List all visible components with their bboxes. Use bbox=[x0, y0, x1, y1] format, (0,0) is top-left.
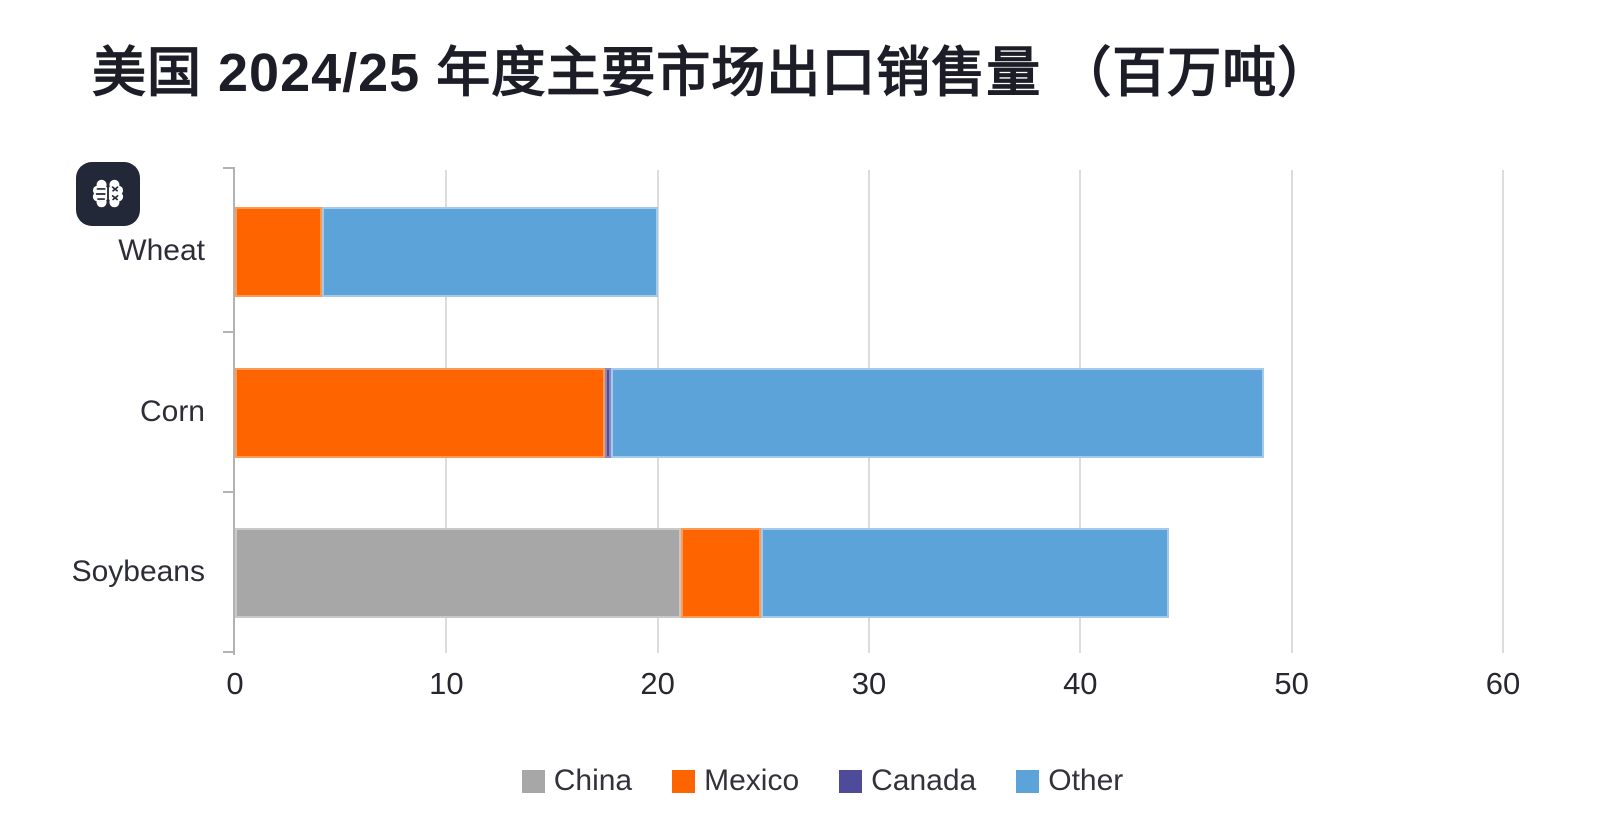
axis-tick bbox=[223, 167, 234, 169]
legend-swatch bbox=[839, 769, 863, 793]
bar-segment-mexico bbox=[680, 528, 762, 618]
bar-segment-other bbox=[321, 207, 658, 297]
gridline bbox=[1501, 170, 1504, 653]
category-label: Soybeans bbox=[71, 555, 205, 588]
axis-tick bbox=[223, 491, 234, 493]
bar-segment-china bbox=[235, 528, 681, 618]
legend: China Mexico Canada Other bbox=[0, 758, 1611, 804]
legend-swatch bbox=[672, 769, 696, 793]
chart-title: 美国 2024/25 年度主要市场出口销售量 （百万吨） bbox=[92, 43, 1333, 103]
legend-label: China bbox=[553, 764, 633, 797]
x-axis-tick-label: 50 bbox=[1274, 666, 1309, 701]
x-axis-tick-label: 30 bbox=[851, 666, 887, 701]
legend-item-mexico: Mexico bbox=[672, 764, 799, 798]
bar-segment-mexico bbox=[235, 207, 322, 297]
x-axis-tick-label: 10 bbox=[429, 666, 464, 701]
x-axis-tick-label: 40 bbox=[1063, 666, 1098, 701]
bar-segment-other bbox=[611, 368, 1265, 458]
x-axis-tick-label: 60 bbox=[1485, 666, 1521, 701]
legend-item-china: China bbox=[521, 764, 633, 798]
gridline bbox=[1290, 170, 1293, 653]
bar-segment-mexico bbox=[235, 368, 605, 458]
legend-swatch bbox=[521, 769, 545, 793]
axis-tick bbox=[223, 331, 234, 333]
category-label: Wheat bbox=[118, 233, 205, 267]
brain-icon-badge bbox=[76, 162, 140, 226]
legend-swatch bbox=[1016, 769, 1040, 793]
y-axis-line bbox=[233, 167, 235, 655]
x-axis-tick-label: 20 bbox=[640, 666, 675, 701]
legend-label: Canada bbox=[871, 764, 977, 797]
legend-item-canada: Canada bbox=[839, 764, 976, 798]
x-axis-tick-label: 0 bbox=[226, 666, 244, 701]
legend-label: Mexico bbox=[704, 764, 800, 797]
bar-segment-other bbox=[761, 528, 1170, 618]
axis-tick bbox=[223, 651, 234, 653]
brain-icon bbox=[92, 179, 124, 208]
category-label: Corn bbox=[139, 395, 205, 428]
legend-item-other: Other bbox=[1016, 764, 1123, 798]
legend-label: Other bbox=[1048, 764, 1124, 797]
bar-segment-canada bbox=[604, 368, 612, 458]
